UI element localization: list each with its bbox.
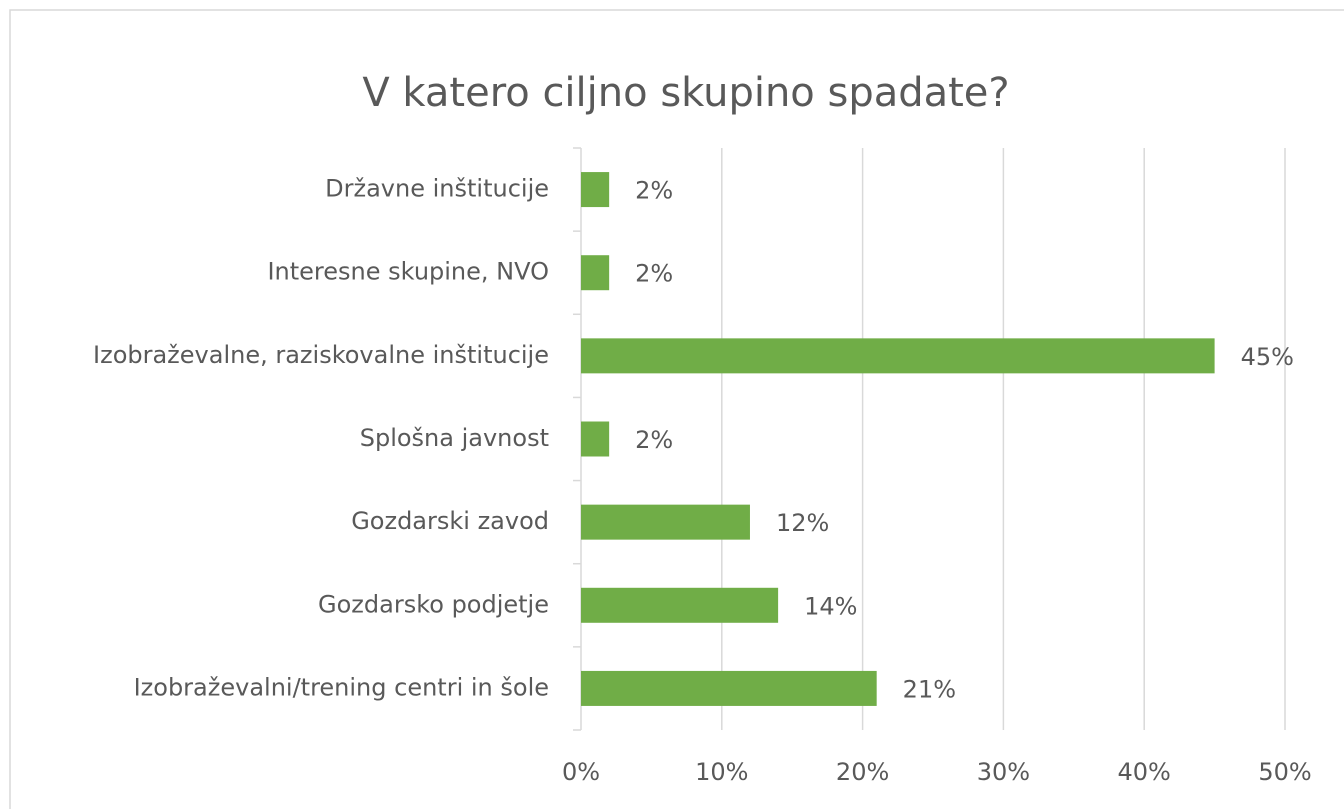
bar [581, 504, 750, 540]
data-label: 14% [804, 592, 857, 620]
bar [581, 670, 877, 706]
y-tick-label: Gozdarski zavod [351, 507, 549, 535]
bar [581, 172, 610, 208]
data-label: 45% [1241, 343, 1294, 371]
bar [581, 587, 779, 623]
x-tick-label: 0% [562, 758, 600, 786]
y-tick-label: Državne inštitucije [325, 175, 549, 203]
bar [581, 421, 610, 457]
y-tick-label: Izobraževalne, raziskovalne inštitucije [93, 341, 549, 369]
y-tick-label: Gozdarsko podjetje [318, 590, 549, 618]
bar [581, 338, 1215, 374]
data-label: 2% [635, 260, 673, 288]
y-tick-label: Izobraževalni/trening centri in šole [134, 673, 549, 701]
x-tick-label: 20% [836, 758, 889, 786]
x-tick-label: 40% [1118, 758, 1171, 786]
x-tick-label: 50% [1258, 758, 1311, 786]
y-tick-label: Splošna javnost [360, 424, 549, 452]
bar [581, 255, 610, 291]
data-label: 12% [776, 509, 829, 537]
x-tick-label: 30% [977, 758, 1030, 786]
data-label: 21% [903, 675, 956, 703]
data-label: 2% [635, 426, 673, 454]
y-tick-label: Interesne skupine, NVO [267, 258, 549, 286]
x-tick-label: 10% [695, 758, 748, 786]
data-label: 2% [635, 177, 673, 205]
chart-title: V katero ciljno skupino spadate? [362, 70, 1009, 116]
